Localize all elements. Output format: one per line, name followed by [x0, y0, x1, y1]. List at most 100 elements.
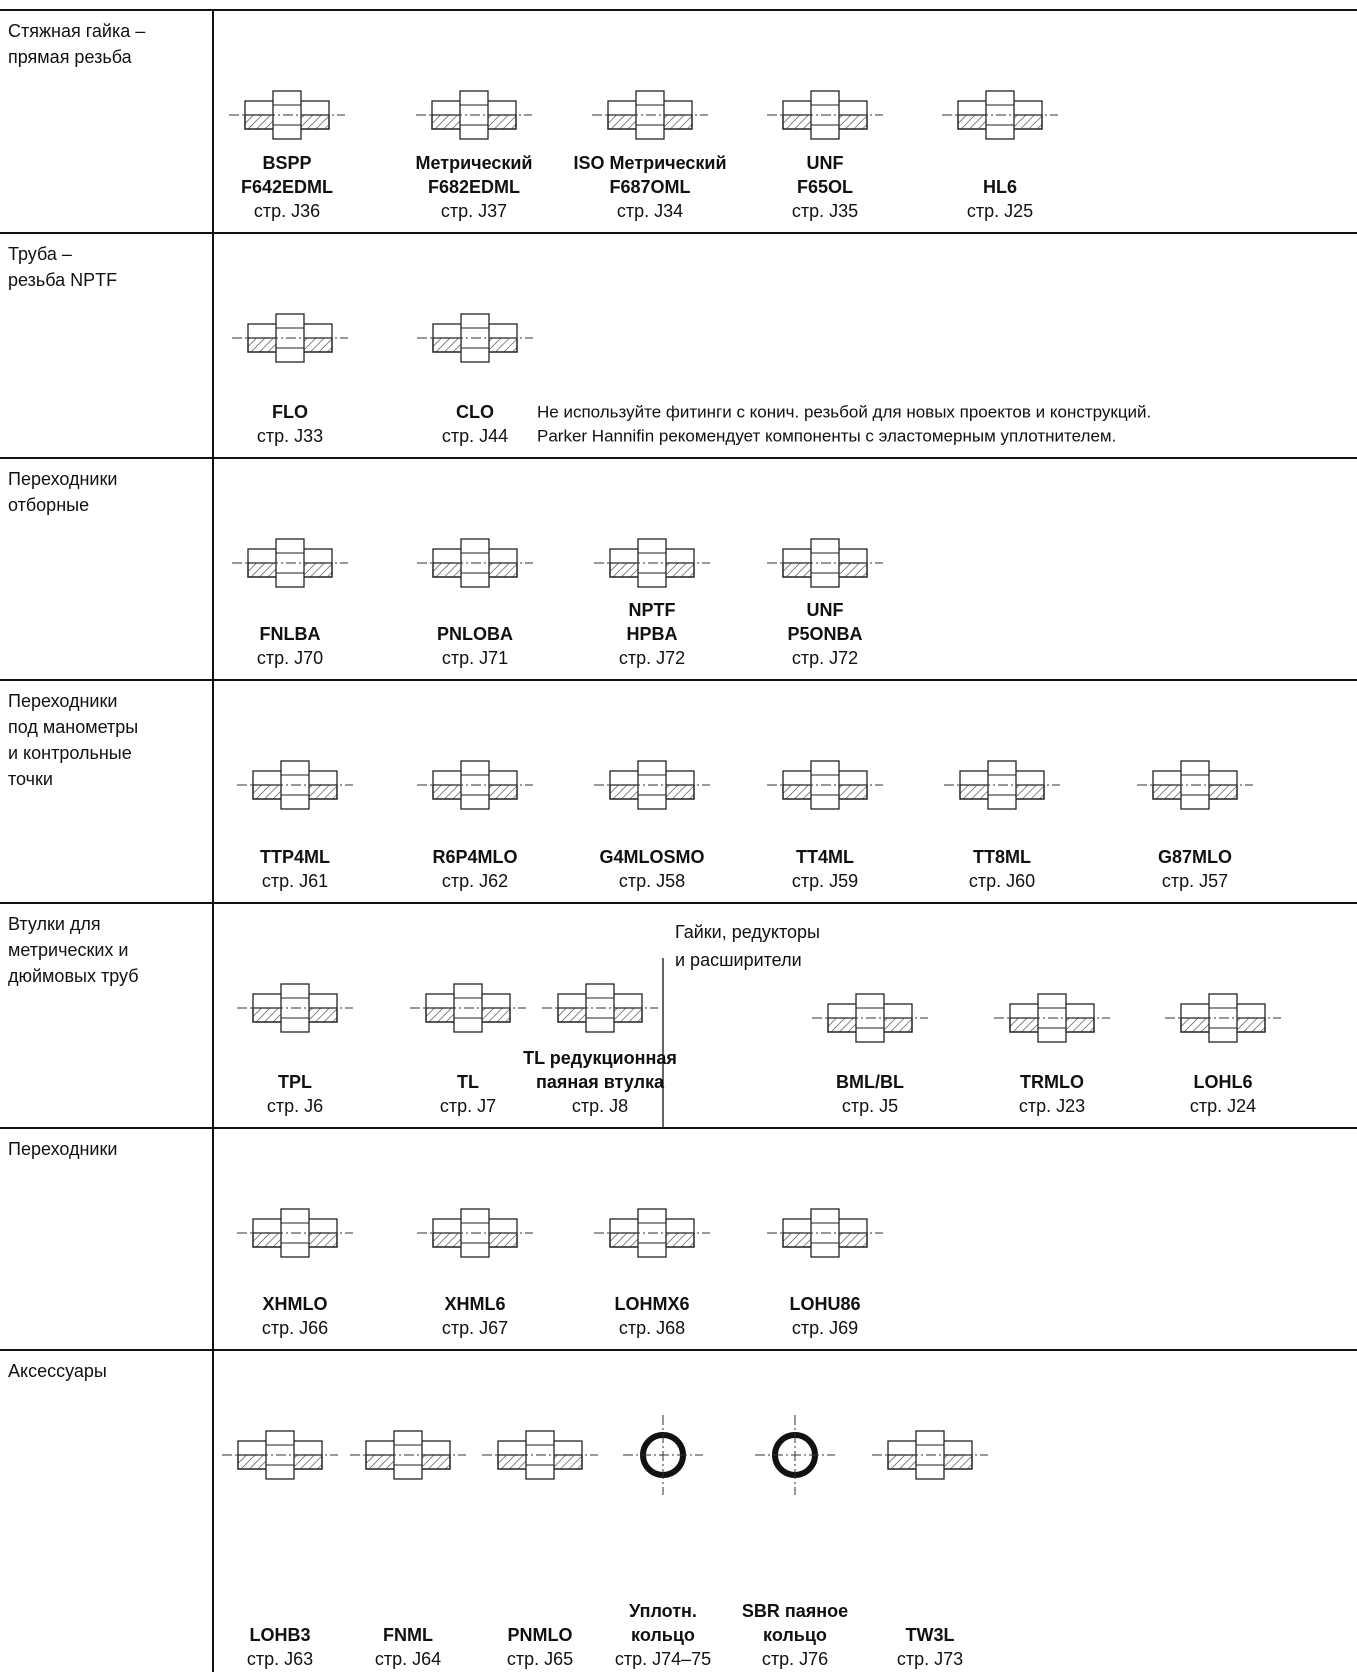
- page-ref: стр. J7: [440, 1096, 496, 1116]
- fitting-drawing: [812, 993, 928, 1043]
- section-title: Переходники: [8, 1139, 117, 1159]
- item-name: Метрический: [415, 153, 532, 173]
- fitting-drawing: [594, 760, 710, 810]
- section-title: Труба –: [8, 244, 72, 264]
- page-ref: стр. J8: [572, 1096, 628, 1116]
- page-ref: стр. J70: [257, 648, 323, 668]
- item-name: кольцо: [631, 1625, 695, 1645]
- page-ref: стр. J59: [792, 871, 858, 891]
- item-name: Уплотн.: [629, 1601, 697, 1621]
- item-name: G87MLO: [1158, 847, 1232, 867]
- page-ref: стр. J57: [1162, 871, 1228, 891]
- section-title: Аксессуары: [8, 1361, 107, 1381]
- item-name: паяная втулка: [536, 1072, 665, 1092]
- item-name: TL редукционная: [523, 1048, 677, 1068]
- item-name: FNML: [383, 1625, 433, 1645]
- fitting-drawing: [942, 90, 1058, 140]
- item-name: LOHU86: [789, 1294, 860, 1314]
- fitting-drawing: [229, 90, 345, 140]
- item-name: BML/BL: [836, 1072, 904, 1092]
- page-ref: стр. J63: [247, 1649, 313, 1669]
- fitting-drawing: [482, 1430, 598, 1480]
- fitting-drawing: [416, 90, 532, 140]
- fitting-drawing: [767, 1208, 883, 1258]
- fitting-drawing: [767, 760, 883, 810]
- item-name: LOHMX6: [614, 1294, 689, 1314]
- subsection-title: Гайки, редукторы: [675, 922, 820, 942]
- item-name: PNMLO: [508, 1625, 573, 1645]
- page-ref: стр. J60: [969, 871, 1035, 891]
- item-name: P5ONBA: [787, 624, 862, 644]
- fitting-drawing: [1137, 760, 1253, 810]
- item-name: TT4ML: [796, 847, 854, 867]
- fitting-drawing: [755, 1415, 835, 1495]
- section-title: метрических и: [8, 940, 128, 960]
- item-name: FNLBA: [260, 624, 321, 644]
- fitting-drawing: [417, 538, 533, 588]
- item-name: R6P4MLO: [432, 847, 517, 867]
- note: Parker Hannifin рекомендует компоненты с…: [537, 426, 1116, 445]
- section-title: отборные: [8, 495, 89, 515]
- page-ref: стр. J36: [254, 201, 320, 221]
- fitting-drawing: [594, 1208, 710, 1258]
- fitting-drawing: [542, 983, 658, 1033]
- page-ref: стр. J68: [619, 1318, 685, 1338]
- page-ref: стр. J62: [442, 871, 508, 891]
- note: Не используйте фитинги с конич. резьбой …: [537, 402, 1151, 421]
- item-name: F682EDML: [428, 177, 520, 197]
- fitting-drawing: [232, 313, 348, 363]
- page-ref: стр. J5: [842, 1096, 898, 1116]
- fitting-drawing: [350, 1430, 466, 1480]
- page-ref: стр. J73: [897, 1649, 963, 1669]
- section-title: Втулки для: [8, 914, 101, 934]
- section-title: точки: [8, 769, 53, 789]
- item-name: LOHB3: [249, 1625, 310, 1645]
- item-name: SBR паяное: [742, 1601, 848, 1621]
- item-name: ISO Метрический: [573, 153, 726, 173]
- section-title: Стяжная гайка –: [8, 21, 145, 41]
- item-name: F687OML: [609, 177, 690, 197]
- item-name: HL6: [983, 177, 1017, 197]
- item-name: PNLOBA: [437, 624, 513, 644]
- page-ref: стр. J35: [792, 201, 858, 221]
- page-ref: стр. J33: [257, 426, 323, 446]
- item-name: UNF: [807, 600, 844, 620]
- page-ref: стр. J44: [442, 426, 508, 446]
- fitting-drawing: [222, 1430, 338, 1480]
- fitting-drawing: [994, 993, 1110, 1043]
- page-ref: стр. J24: [1190, 1096, 1256, 1116]
- fitting-drawing: [417, 1208, 533, 1258]
- page-ref: стр. J6: [267, 1096, 323, 1116]
- item-name: UNF: [807, 153, 844, 173]
- fitting-drawing: [594, 538, 710, 588]
- item-name: TL: [457, 1072, 479, 1092]
- item-name: F642EDML: [241, 177, 333, 197]
- section-title: Переходники: [8, 691, 117, 711]
- page-ref: стр. J23: [1019, 1096, 1085, 1116]
- fitting-drawing: [872, 1430, 988, 1480]
- item-name: TRMLO: [1020, 1072, 1084, 1092]
- fitting-drawing: [767, 90, 883, 140]
- fitting-drawing: [623, 1415, 703, 1495]
- item-name: FLO: [272, 402, 308, 422]
- section-title: дюймовых труб: [8, 966, 139, 986]
- page-ref: стр. J64: [375, 1649, 441, 1669]
- page-ref: стр. J65: [507, 1649, 573, 1669]
- page-ref: стр. J72: [792, 648, 858, 668]
- item-name: XHMLO: [263, 1294, 328, 1314]
- page-ref: стр. J69: [792, 1318, 858, 1338]
- item-name: F65OL: [797, 177, 853, 197]
- page-ref: стр. J66: [262, 1318, 328, 1338]
- fitting-drawing: [944, 760, 1060, 810]
- item-name: кольцо: [763, 1625, 827, 1645]
- item-name: XHML6: [444, 1294, 505, 1314]
- item-name: TPL: [278, 1072, 312, 1092]
- page-ref: стр. J71: [442, 648, 508, 668]
- item-name: TW3L: [906, 1625, 955, 1645]
- fitting-drawing: [1165, 993, 1281, 1043]
- fitting-drawing: [237, 1208, 353, 1258]
- fitting-drawing: [237, 760, 353, 810]
- section-title: и контрольные: [8, 743, 132, 763]
- item-name: G4MLOSMO: [599, 847, 704, 867]
